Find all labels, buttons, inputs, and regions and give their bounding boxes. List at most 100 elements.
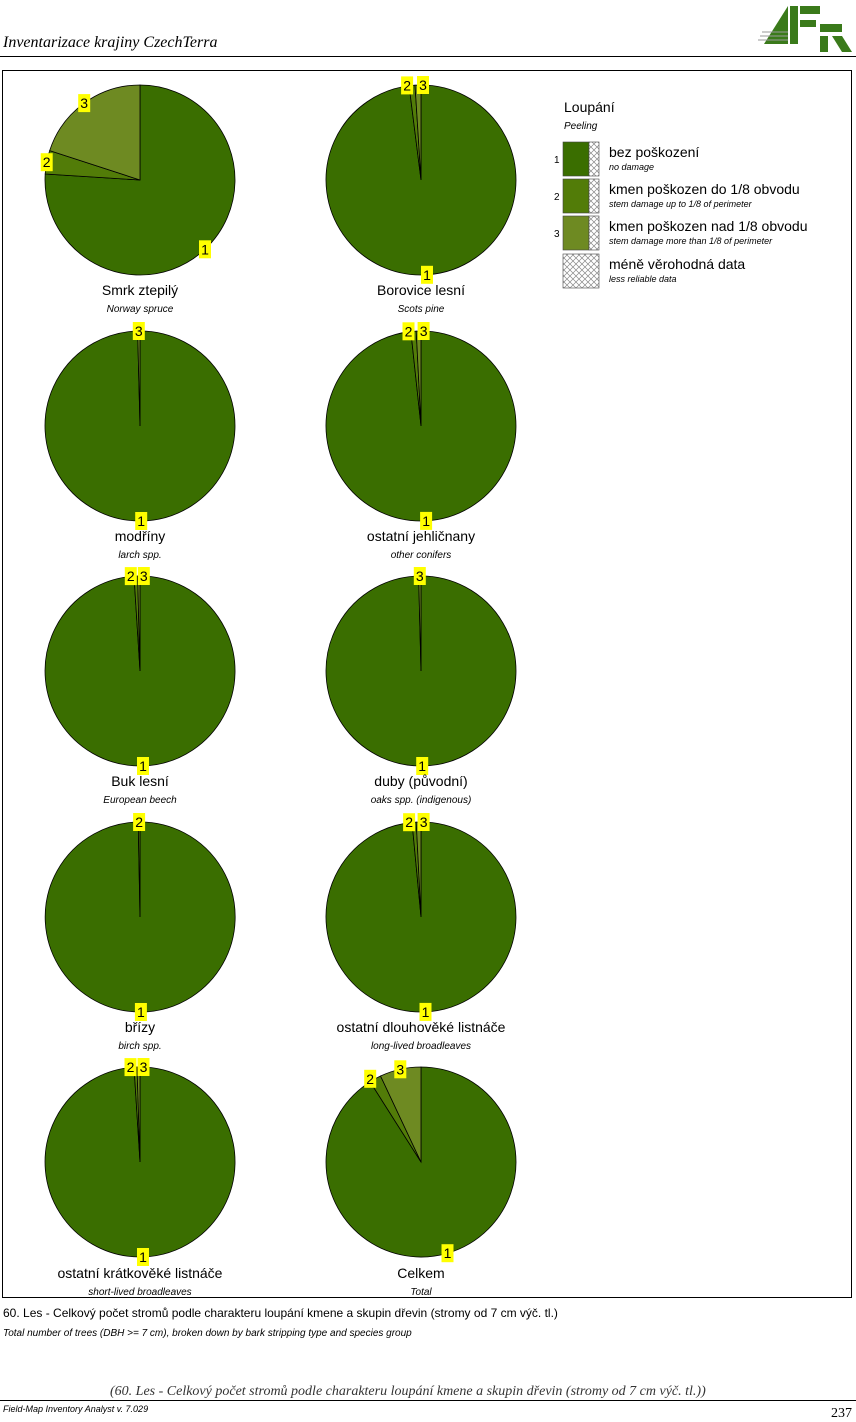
svg-text:2: 2 [405,323,413,339]
svg-text:3: 3 [416,568,424,584]
pie-chart: 1 2 3 Buk lesní European beech [44,567,236,806]
pie-chart: 1 3 modříny larch spp. [44,322,236,561]
pie-title: modříny [115,528,166,544]
svg-text:3: 3 [140,568,148,584]
svg-text:2: 2 [403,77,411,93]
svg-text:1: 1 [418,758,426,774]
chart-frame [2,70,852,1298]
figure-caption-repeat: (60. Les - Celkový počet stromů podle ch… [110,1384,706,1399]
pie-slice-label: 1 [134,1003,147,1021]
pie-slice-label: 3 [417,322,430,340]
svg-text:1: 1 [139,758,147,774]
pie-slice-label: 2 [364,1069,377,1088]
legend-code: 1 [554,155,560,166]
figure-caption-cz: 60. Les - Celkový počet stromů podle cha… [3,1306,558,1320]
pie-slice-label: 1 [416,757,429,775]
svg-text:2: 2 [127,568,135,584]
legend: Loupání Peeling 1 bez poškození no damage 2… [554,99,807,289]
pie-slice-label: 2 [401,76,414,95]
legend-label: bez poškození [609,144,699,160]
svg-text:1: 1 [423,267,431,283]
pie-subtitle: larch spp. [118,550,161,561]
legend-sublabel: less reliable data [609,274,677,284]
svg-text:1: 1 [422,1004,430,1020]
pie-slice-label: 3 [417,76,429,94]
svg-text:3: 3 [140,1059,148,1075]
svg-text:3: 3 [419,77,427,93]
pie-slice-label: 2 [40,153,53,172]
svg-text:3: 3 [420,323,428,339]
pie-slice-label: 3 [78,94,91,113]
legend-label: kmen poškozen do 1/8 obvodu [609,181,800,197]
legend-hatch-swatch [588,178,600,214]
pie-subtitle: Total [410,1287,432,1298]
pie-chart: 1 3 duby (původní) oaks spp. (indigenous) [325,567,517,806]
pie-subtitle: European beech [103,795,177,806]
svg-text:2: 2 [366,1071,374,1087]
svg-text:1: 1 [201,241,209,257]
legend-code: 3 [554,229,560,240]
pie-title: ostatní jehličnany [367,528,475,544]
legend-hatch-swatch [588,141,600,177]
pie-slice-label: 2 [402,322,415,341]
legend-label: méně věrohodná data [609,256,745,272]
pie-chart: 1 2 břízy birch spp. [44,813,236,1052]
ifer-logo [758,6,852,52]
pie-slice-label: 1 [419,1002,432,1021]
pie-slice-label: 1 [137,757,149,775]
pie-slice-label: 2 [403,813,416,832]
pie-chart: 1 2 3 ostatní krátkověké listnáče short-live… [44,1058,236,1298]
svg-text:3: 3 [420,814,428,830]
legend-swatch [562,215,590,251]
pie-slice-label: 3 [394,1060,407,1079]
legend-item-1: 1 bez poškození no damage [554,141,699,177]
pie-title: duby (původní) [374,773,467,789]
pie-title: břízy [125,1019,155,1035]
svg-text:3: 3 [80,95,88,111]
legend-item-4: méně věrohodná data less reliable data [562,253,745,289]
pie-slice-label: 1 [420,511,433,530]
pie-subtitle: Norway spruce [107,304,174,315]
legend-item-2: 2 kmen poškozen do 1/8 obvodu stem damage … [554,178,800,214]
pie-slice-label: 3 [413,567,426,585]
svg-text:1: 1 [137,1004,145,1020]
legend-code: 2 [554,192,560,203]
pie-slice-label: 1 [421,265,433,284]
pie-charts-area: Loupání Peeling 1 bez poškození no damage 2… [40,76,807,1298]
header-rule [0,56,856,57]
pie-subtitle: birch spp. [118,1041,161,1052]
pie-chart: 1 2 3 Smrk ztepilý Norway spruce [40,84,236,315]
legend-title: Loupání [564,99,615,115]
figure-caption-en: Total number of trees (DBH >= 7 cm), bro… [3,1328,412,1339]
document-header-title: Inventarizace krajiny CzechTerra [3,34,218,51]
pie-chart: 1 2 3 ostatní jehličnany other conifers [325,322,517,561]
pie-chart: 1 2 3 ostatní dlouhověké listnáče long-lived… [325,813,517,1052]
legend-label: kmen poškozen nad 1/8 obvodu [609,218,807,234]
legend-subtitle: Peeling [564,121,598,132]
pie-title: ostatní dlouhověké listnáče [337,1019,506,1035]
svg-text:3: 3 [396,1061,404,1077]
legend-sublabel: stem damage more than 1/8 of perimeter [609,236,773,246]
pie-slice-label: 2 [124,1058,137,1077]
legend-hatch-swatch [562,253,600,289]
page-number: 237 [831,1406,852,1421]
pie-subtitle: Scots pine [398,304,445,315]
pie-subtitle: oaks spp. (indigenous) [371,795,472,806]
svg-text:2: 2 [43,154,51,170]
pie-slice-label: 1 [441,1244,454,1263]
svg-text:1: 1 [137,513,145,529]
legend-item-3: 3 kmen poškozen nad 1/8 obvodu stem damage… [554,215,807,251]
legend-swatch [562,178,590,214]
pie-slice-label: 1 [135,512,148,530]
footer-rule [0,1400,856,1401]
svg-text:1: 1 [444,1245,452,1261]
pie-title: Celkem [397,1265,444,1281]
pie-slice-label: 1 [137,1248,149,1266]
legend-hatch-swatch [588,215,600,251]
svg-text:1: 1 [422,513,430,529]
pie-subtitle: short-lived broadleaves [88,1287,191,1298]
pie-slice-label: 3 [417,813,430,831]
pie-subtitle: long-lived broadleaves [371,1041,471,1052]
pie-slice-label: 1 [199,240,211,259]
svg-text:2: 2 [127,1059,135,1075]
